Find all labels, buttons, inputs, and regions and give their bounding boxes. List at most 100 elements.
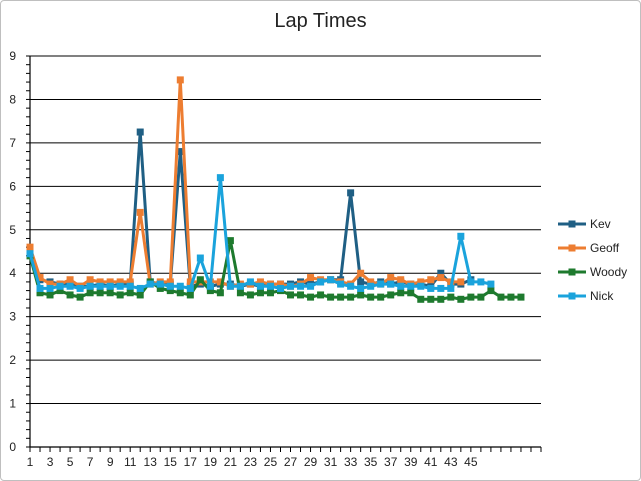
- data-point-nick: [86, 282, 94, 290]
- y-tick-label: 6: [9, 179, 16, 193]
- data-point-woody: [36, 289, 44, 297]
- x-tick-label: 7: [87, 455, 94, 469]
- data-point-nick: [96, 282, 104, 290]
- x-tick-label: 1: [27, 455, 34, 469]
- data-point-nick: [447, 284, 455, 292]
- y-tick-label: 1: [9, 397, 16, 411]
- data-point-geoff: [106, 278, 114, 286]
- data-point-woody: [236, 289, 244, 297]
- data-point-woody: [407, 289, 415, 297]
- x-tick-label: 21: [224, 455, 238, 469]
- x-tick-label: 33: [344, 455, 358, 469]
- y-tick-label: 8: [9, 92, 16, 106]
- x-tick-label: 31: [324, 455, 338, 469]
- x-tick-label: 35: [364, 455, 378, 469]
- data-point-geoff: [176, 76, 184, 84]
- data-point-woody: [76, 293, 84, 301]
- x-tick-label: 23: [244, 455, 258, 469]
- y-tick-label: 2: [9, 353, 16, 367]
- data-point-nick: [256, 282, 264, 290]
- data-point-nick: [427, 284, 435, 292]
- x-tick-label: 11: [124, 455, 137, 469]
- data-point-woody: [216, 289, 224, 297]
- data-point-nick: [236, 282, 244, 290]
- data-point-geoff: [36, 274, 44, 282]
- data-point-woody: [347, 293, 355, 301]
- data-point-woody: [497, 293, 505, 301]
- legend-label: Geoff: [590, 241, 620, 255]
- data-point-nick: [317, 278, 325, 286]
- x-tick-label: 17: [184, 455, 198, 469]
- x-tick-label: 39: [404, 455, 418, 469]
- data-point-kev: [437, 269, 445, 277]
- x-tick-label: 29: [304, 455, 318, 469]
- data-point-nick: [357, 284, 365, 292]
- series-line-kev: [28, 130, 472, 288]
- x-tick-label: 37: [384, 455, 398, 469]
- data-point-nick: [487, 280, 495, 288]
- data-point-nick: [226, 282, 234, 290]
- series-geoff: [26, 76, 465, 290]
- data-point-woody: [136, 291, 144, 299]
- x-tick-label: 3: [47, 455, 54, 469]
- x-tick-label: 9: [107, 455, 114, 469]
- data-point-nick: [216, 174, 224, 182]
- legend-item-nick: Nick: [558, 289, 614, 303]
- data-point-nick: [407, 282, 415, 290]
- data-point-kev: [136, 128, 144, 136]
- data-point-geoff: [96, 278, 104, 286]
- x-tick-label: 27: [284, 455, 298, 469]
- legend-item-kev: Kev: [558, 217, 611, 231]
- data-point-woody: [287, 291, 295, 299]
- data-point-kev: [347, 189, 355, 197]
- data-point-woody: [367, 293, 375, 301]
- legend: Kev Geoff Woody Nick: [558, 217, 627, 303]
- data-point-woody: [357, 291, 365, 299]
- legend-swatch-marker: [568, 292, 576, 300]
- data-point-woody: [427, 295, 435, 303]
- data-point-woody: [246, 291, 254, 299]
- data-point-geoff: [126, 278, 134, 286]
- data-point-woody: [377, 293, 385, 301]
- data-point-nick: [297, 282, 305, 290]
- data-point-nick: [206, 282, 214, 290]
- data-point-geoff: [186, 278, 194, 286]
- x-tick-label: 25: [264, 455, 278, 469]
- data-point-nick: [387, 280, 395, 288]
- data-point-geoff: [367, 278, 375, 286]
- data-point-nick: [56, 282, 64, 290]
- data-point-geoff: [116, 278, 124, 286]
- data-point-nick: [156, 280, 164, 288]
- data-point-woody: [46, 291, 54, 299]
- data-point-geoff: [397, 276, 405, 284]
- data-point-nick: [457, 232, 465, 240]
- series-line-nick: [28, 176, 492, 290]
- data-point-woody: [387, 291, 395, 299]
- data-point-geoff: [457, 278, 465, 286]
- data-point-geoff: [46, 280, 54, 288]
- data-point-geoff: [307, 274, 315, 282]
- data-point-woody: [166, 287, 174, 295]
- data-point-kev: [357, 278, 365, 286]
- data-point-nick: [327, 276, 335, 284]
- data-point-woody: [517, 293, 525, 301]
- data-point-woody: [196, 276, 204, 284]
- data-point-woody: [317, 291, 325, 299]
- data-point-nick: [126, 282, 134, 290]
- data-point-woody: [417, 295, 425, 303]
- legend-swatch-marker: [568, 268, 576, 276]
- data-point-geoff: [256, 278, 264, 286]
- data-point-geoff: [66, 276, 74, 284]
- data-point-nick: [176, 282, 184, 290]
- data-point-nick: [66, 282, 74, 290]
- data-point-woody: [467, 293, 475, 301]
- data-point-geoff: [417, 278, 425, 286]
- series-lines: [26, 76, 525, 303]
- data-point-nick: [186, 284, 194, 292]
- data-point-nick: [276, 284, 284, 292]
- series-nick: [26, 174, 495, 292]
- data-point-woody: [477, 293, 485, 301]
- chart-title: Lap Times: [274, 10, 367, 32]
- data-point-woody: [457, 295, 465, 303]
